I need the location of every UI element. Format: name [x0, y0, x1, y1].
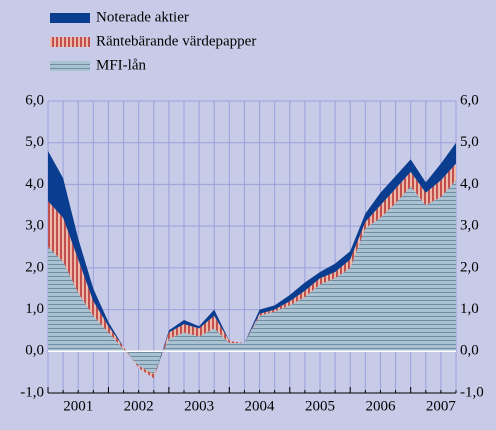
x-tick-label: 2001 [63, 398, 93, 414]
area [48, 180, 456, 375]
y-tick-label: 6,0 [25, 92, 44, 108]
x-tick-label: 2007 [426, 398, 457, 414]
legend-swatch [50, 13, 90, 23]
y2-tick-label: 5,0 [460, 134, 479, 150]
x-tick-label: 2004 [245, 398, 276, 414]
axes: -1,0 0,0 1,0 2,0 3,0 4,0 5,0 6,0 -1,0 0,0 1,0 2,0 3,… [20, 92, 484, 414]
y2-tick-label: 2,0 [460, 259, 479, 275]
areas [48, 142, 456, 379]
y-tick-label: 3,0 [25, 218, 44, 234]
y-tick-label: 5,0 [25, 134, 44, 150]
legend-swatch [50, 61, 90, 71]
area [48, 163, 456, 379]
x-tick-label: 2003 [184, 398, 214, 414]
x-tick-label: 2002 [124, 398, 154, 414]
legend-label: MFI-lån [96, 57, 146, 73]
legend-label: Noterade aktier [96, 9, 189, 25]
y2-tick-label: 0,0 [460, 343, 479, 359]
legend-swatch [50, 37, 90, 47]
y-tick-label: 1,0 [25, 301, 44, 317]
y-tick-label: -1,0 [20, 384, 44, 400]
y-tick-label: 0,0 [25, 343, 44, 359]
x-tick-label: 2005 [305, 398, 335, 414]
y-tick-label: 2,0 [25, 259, 44, 275]
y-tick-label: 4,0 [25, 176, 44, 192]
legend-label: Räntebärande värdepapper [96, 33, 256, 49]
y2-tick-label: 6,0 [460, 92, 479, 108]
y2-tick-label: 3,0 [460, 218, 479, 234]
legend: Noterade aktier Räntebärande värdepapper M… [50, 9, 256, 73]
x-tick-label: 2006 [365, 398, 396, 414]
y2-tick-label: 1,0 [460, 301, 479, 317]
y2-tick-label: 4,0 [460, 176, 479, 192]
y2-tick-label: -1,0 [460, 384, 484, 400]
